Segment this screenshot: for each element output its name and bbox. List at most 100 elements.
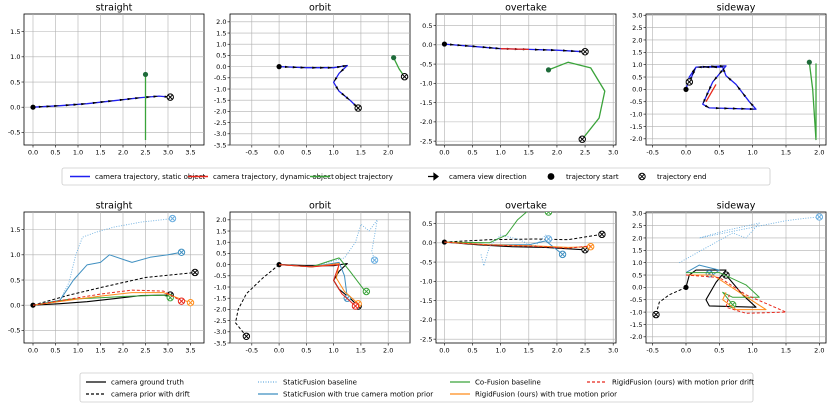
- x-tick-label: 0.5: [714, 347, 724, 355]
- trajectory-start: [391, 55, 397, 61]
- x-tick-label: 1.0: [496, 347, 506, 355]
- x-tick-label: 2.0: [118, 347, 128, 355]
- view-direction-arrow: [464, 44, 470, 47]
- legend-bottom: camera ground truth camera prior with dri…: [79, 372, 754, 403]
- y-tick-label: 1.5: [10, 28, 20, 36]
- view-direction-arrow: [692, 70, 696, 76]
- series-line: [686, 272, 760, 306]
- legend-item: camera ground truth: [86, 379, 184, 387]
- view-direction-arrow: [92, 101, 98, 105]
- x-tick-label: 2.5: [140, 347, 150, 355]
- y-tick-label: -3.0: [214, 328, 227, 336]
- series-line: [444, 233, 602, 243]
- x-tick-label: 0.0: [28, 347, 38, 355]
- series-group: [441, 41, 606, 143]
- plot-area: [645, 211, 827, 344]
- x-tick-label: 0.0: [681, 347, 691, 355]
- view-direction-arrow: [449, 43, 455, 46]
- trajectory-end: [186, 298, 195, 307]
- legend-item: trajectory end: [638, 172, 706, 181]
- trajectory-start: [276, 64, 282, 70]
- y-tick-label: -0.5: [214, 272, 227, 280]
- legend-item: trajectory start: [547, 173, 619, 181]
- view-direction-arrow: [108, 100, 114, 103]
- legend-label: StaticFusion baseline: [283, 379, 357, 387]
- series-line: [679, 216, 820, 264]
- x-tick-label: 0.5: [467, 347, 477, 355]
- trajectory-start: [441, 41, 448, 47]
- view-direction-arrow: [542, 48, 548, 51]
- trajectory-end: [177, 297, 186, 305]
- series-group: [235, 219, 379, 340]
- plot-area: [229, 13, 411, 146]
- view-direction-arrow: [563, 49, 568, 52]
- plot-area: [435, 211, 617, 344]
- view-direction-arrow: [708, 86, 712, 92]
- series-line: [808, 62, 817, 141]
- legend-label: RigidFusion (ours) with true motion prio…: [475, 391, 617, 399]
- chart-title: straight: [96, 201, 133, 212]
- x-tick-label: 2.0: [814, 149, 824, 157]
- y-tick-label: 0.5: [422, 22, 432, 30]
- trajectory-start: [683, 86, 689, 92]
- y-tick-label: 0.0: [216, 63, 226, 71]
- x-tick-label: 0.5: [301, 149, 311, 157]
- y-tick-label: -2.0: [214, 306, 227, 314]
- view-direction-arrow: [284, 65, 290, 68]
- y-tick-label: 1.0: [632, 259, 642, 267]
- series-line: [444, 212, 549, 244]
- x-tick-label: 0.5: [50, 149, 60, 157]
- legend-label: Co-Fusion baseline: [475, 379, 541, 387]
- y-tick-label: -1.5: [630, 321, 643, 329]
- y-tick-label: -1.0: [214, 283, 227, 291]
- legend-item: camera prior with drift: [86, 391, 190, 399]
- y-tick-label: -2.0: [420, 316, 433, 324]
- x-tick-label: 2.0: [552, 149, 562, 157]
- view-direction-arrow: [571, 49, 577, 53]
- y-tick-label: 3.0: [632, 210, 642, 218]
- view-direction-arrow: [704, 66, 710, 69]
- y-tick-label: 2.5: [632, 222, 642, 230]
- x-tick-label: 0.5: [50, 347, 60, 355]
- y-tick-label: -1.0: [420, 278, 433, 286]
- legend-arrow-icon: [428, 172, 439, 181]
- x-tick-label: 1.5: [356, 347, 366, 355]
- x-tick-label: 0.0: [439, 347, 449, 355]
- x-tick-label: 0.0: [439, 149, 449, 157]
- x-tick-label: 0.0: [681, 149, 691, 157]
- series-group: [30, 71, 174, 140]
- y-tick-label: 0.5: [422, 220, 432, 228]
- y-tick-label: 0.0: [216, 261, 226, 269]
- x-tick-label: 3.0: [608, 347, 618, 355]
- series-line: [279, 219, 378, 268]
- legend-top: camera trajectory, static object camera t…: [61, 167, 771, 186]
- view-direction-arrow: [38, 105, 44, 109]
- y-tick-label: 0.5: [632, 73, 642, 81]
- legend-label: camera trajectory, dynamic object: [213, 173, 334, 181]
- x-tick-label: 1.0: [328, 149, 338, 157]
- x-tick-label: 1.5: [781, 149, 791, 157]
- trajectory-end: [168, 214, 177, 223]
- legend-item: Co-Fusion baseline: [450, 379, 541, 387]
- view-direction-arrow: [713, 76, 718, 82]
- trajectory-start: [142, 71, 149, 78]
- y-tick-label: -0.5: [420, 258, 433, 266]
- y-tick-label: -2.5: [214, 119, 227, 127]
- trajectory-end: [166, 93, 174, 101]
- trajectory-end: [354, 104, 362, 112]
- chart-title: orbit: [309, 3, 331, 14]
- view-direction-arrow: [712, 66, 717, 69]
- y-tick-label: 0.5: [10, 78, 20, 86]
- view-direction-arrow: [54, 104, 60, 108]
- chart-8: -0.5 0.0 0.5 1.0 1.5 2.0 -2.0 -1.5 -1.0 -0.5 0.0 0.…: [630, 201, 827, 355]
- series-line: [655, 286, 687, 315]
- y-tick-label: 1.0: [216, 41, 226, 49]
- y-tick-label: -3.5: [214, 339, 227, 347]
- y-tick-label: -0.5: [630, 296, 643, 304]
- x-tick-label: 1.0: [747, 149, 757, 157]
- y-tick-label: -0.5: [8, 327, 21, 335]
- view-direction-arrow: [732, 107, 738, 110]
- view-direction-arrow: [724, 107, 730, 110]
- trajectory-start: [806, 59, 812, 65]
- y-tick-label: -3.0: [214, 130, 227, 138]
